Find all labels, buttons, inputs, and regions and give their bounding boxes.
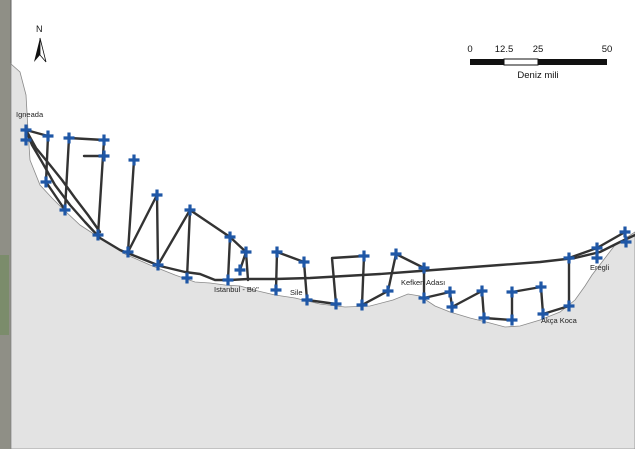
station-marker-icon <box>620 236 632 248</box>
transect-15 <box>360 252 426 307</box>
station-markers <box>20 124 632 326</box>
land-area <box>10 63 635 449</box>
place-labels: Igneada Istanbul - Bü" Sile Kefken Adası… <box>16 110 610 325</box>
station-marker-icon <box>20 124 32 136</box>
station-marker-icon <box>446 301 458 313</box>
station-marker-icon <box>535 281 547 293</box>
place-label-igneada: Igneada <box>16 110 44 119</box>
north-arrow-icon: N <box>34 24 47 63</box>
transect-2 <box>63 136 71 212</box>
place-label-istanbul: Istanbul - Bü" <box>214 285 259 294</box>
station-marker-icon <box>506 314 518 326</box>
station-marker-icon <box>98 150 110 162</box>
transect-14 <box>360 254 366 307</box>
north-label: N <box>36 24 43 34</box>
station-marker-icon <box>40 176 52 188</box>
station-marker-icon <box>222 274 234 286</box>
station-marker-icon <box>506 286 518 298</box>
station-marker-icon <box>478 312 490 324</box>
station-marker-icon <box>63 132 75 144</box>
station-marker-icon <box>240 246 252 258</box>
station-marker-icon <box>301 294 313 306</box>
station-marker-icon <box>591 252 603 264</box>
place-label-akca-koca: Akça Koca <box>541 316 578 325</box>
left-edge-green-patch <box>0 255 9 335</box>
station-marker-icon <box>537 308 549 320</box>
station-marker-icon <box>358 250 370 262</box>
station-marker-icon <box>390 248 402 260</box>
station-marker-icon <box>591 242 603 254</box>
station-marker-icon <box>382 285 394 297</box>
station-marker-icon <box>563 252 575 264</box>
scale-tick-50: 50 <box>602 44 613 55</box>
station-marker-icon <box>444 286 456 298</box>
scale-unit-label: Deniz mili <box>517 70 558 81</box>
station-marker-icon <box>184 204 196 216</box>
station-marker-icon <box>619 226 631 238</box>
transect-11 <box>274 250 279 292</box>
station-marker-icon <box>356 299 368 311</box>
scale-tick-0: 0 <box>467 44 472 55</box>
station-marker-icon <box>270 284 282 296</box>
station-marker-icon <box>234 264 246 276</box>
scale-bar: 0 12.5 25 50 Deniz mili <box>467 44 612 81</box>
station-marker-icon <box>418 292 430 304</box>
upper-track-line <box>24 128 102 234</box>
station-marker-icon <box>20 134 32 146</box>
station-marker-icon <box>151 189 163 201</box>
station-marker-icon <box>298 256 310 268</box>
station-marker-icon <box>476 285 488 297</box>
transect-1 <box>24 128 67 212</box>
station-marker-icon <box>122 246 134 258</box>
station-marker-icon <box>330 298 342 310</box>
station-marker-icon <box>98 134 110 146</box>
place-label-kefken: Kefken Adası <box>401 278 445 287</box>
left-edge-strip <box>0 0 11 449</box>
station-marker-icon <box>224 231 236 243</box>
place-label-eregli: Eregli <box>590 263 610 272</box>
station-marker-icon <box>271 246 283 258</box>
station-marker-icon <box>563 300 575 312</box>
transect-13 <box>305 254 366 306</box>
station-marker-icon <box>92 229 104 241</box>
station-marker-icon <box>42 130 54 142</box>
station-marker-icon <box>152 259 164 271</box>
station-marker-icon <box>418 262 430 274</box>
transect-16 <box>422 266 454 309</box>
scale-tick-25: 25 <box>533 44 544 55</box>
station-marker-icon <box>128 154 140 166</box>
transect-5 <box>126 158 136 254</box>
place-label-sile: Sile <box>290 288 303 297</box>
station-marker-icon <box>59 204 71 216</box>
station-marker-icon <box>181 272 193 284</box>
scale-tick-12-5: 12.5 <box>495 44 514 55</box>
transect-8 <box>188 208 232 282</box>
